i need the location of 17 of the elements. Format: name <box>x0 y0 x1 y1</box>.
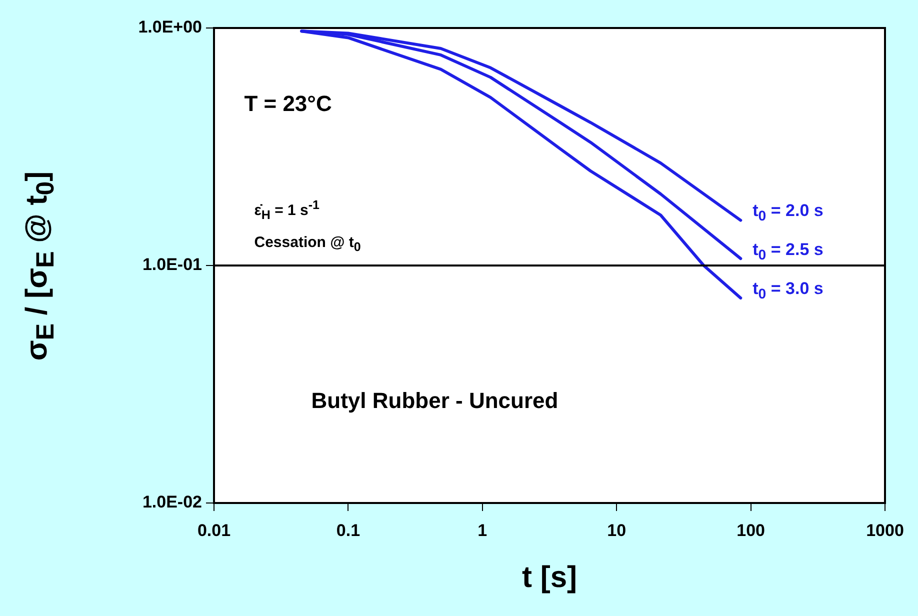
x-axis-title: t [s] <box>522 561 577 594</box>
x-tick-label: 10 <box>607 520 626 540</box>
series-label: t$_{0}$ = 2.5 s <box>752 240 824 263</box>
x-tick-label: 0.1 <box>336 520 360 540</box>
annotation: ε̇$_{H}$ = 1 s$^{-1}$ <box>254 198 320 222</box>
annotation: T = 23°C <box>244 91 332 116</box>
annotation: Butyl Rubber - Uncured <box>311 388 558 413</box>
series-label: t$_{0}$ = 2.0 s <box>752 201 824 225</box>
x-tick-label: 0.01 <box>197 520 231 540</box>
series-label: t$_{0}$ = 3.0 s <box>752 278 824 302</box>
y-tick-label: 1.0E-01 <box>142 255 202 274</box>
y-tick-label: 1.0E+00 <box>138 18 202 37</box>
x-tick-label: 1000 <box>866 520 904 540</box>
x-tick-label: 100 <box>736 520 765 540</box>
annotation: Cessation @ t$_{0}$ <box>254 234 361 254</box>
y-tick-label: 1.0E-02 <box>142 492 202 512</box>
x-tick-label: 1 <box>478 520 488 540</box>
